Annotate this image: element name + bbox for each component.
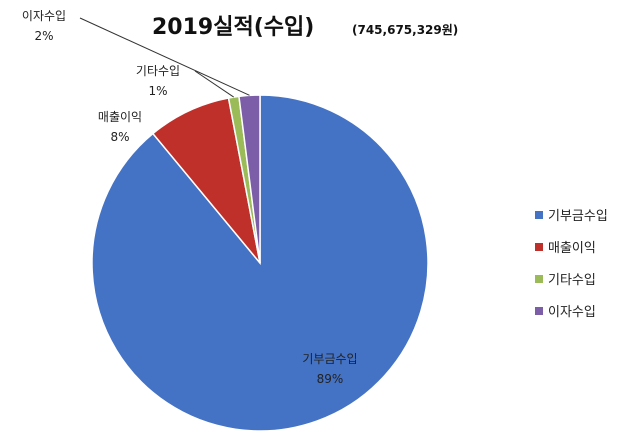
legend-swatch-other-income bbox=[535, 275, 543, 283]
pie-slices bbox=[91, 94, 429, 432]
data-label-value-donations: 89% bbox=[317, 372, 344, 386]
data-label-value-sales-profit: 8% bbox=[110, 130, 129, 144]
legend-label-other-income: 기타수입 bbox=[548, 273, 596, 288]
data-label-name-other-income: 기타수입 bbox=[136, 64, 180, 78]
chart-title: 2019실적(수입) bbox=[152, 15, 314, 40]
legend-swatch-sales-profit bbox=[535, 243, 543, 251]
legend-swatch-interest-income bbox=[535, 307, 543, 315]
legend-label-donations: 기부금수입 bbox=[548, 209, 608, 224]
legend-label-interest-income: 이자수입 bbox=[548, 305, 596, 320]
chart-subtitle: (745,675,329원) bbox=[352, 23, 458, 37]
leader-line-interest-income bbox=[79, 17, 250, 96]
leader-lines bbox=[79, 17, 250, 98]
legend-label-sales-profit: 매출이익 bbox=[548, 241, 596, 256]
data-label-name-interest-income: 이자수입 bbox=[22, 9, 66, 23]
data-label-value-interest-income: 2% bbox=[34, 29, 53, 43]
data-label-name-donations: 기부금수입 bbox=[302, 352, 357, 366]
data-label-value-other-income: 1% bbox=[148, 84, 167, 98]
legend-swatch-donations bbox=[535, 211, 543, 219]
leader-line-other-income bbox=[194, 70, 234, 98]
data-labels: 기부금수입 89% 매출이익 8% 기타수입 1% 이자수입 2% bbox=[22, 9, 358, 386]
data-label-name-sales-profit: 매출이익 bbox=[98, 110, 142, 124]
